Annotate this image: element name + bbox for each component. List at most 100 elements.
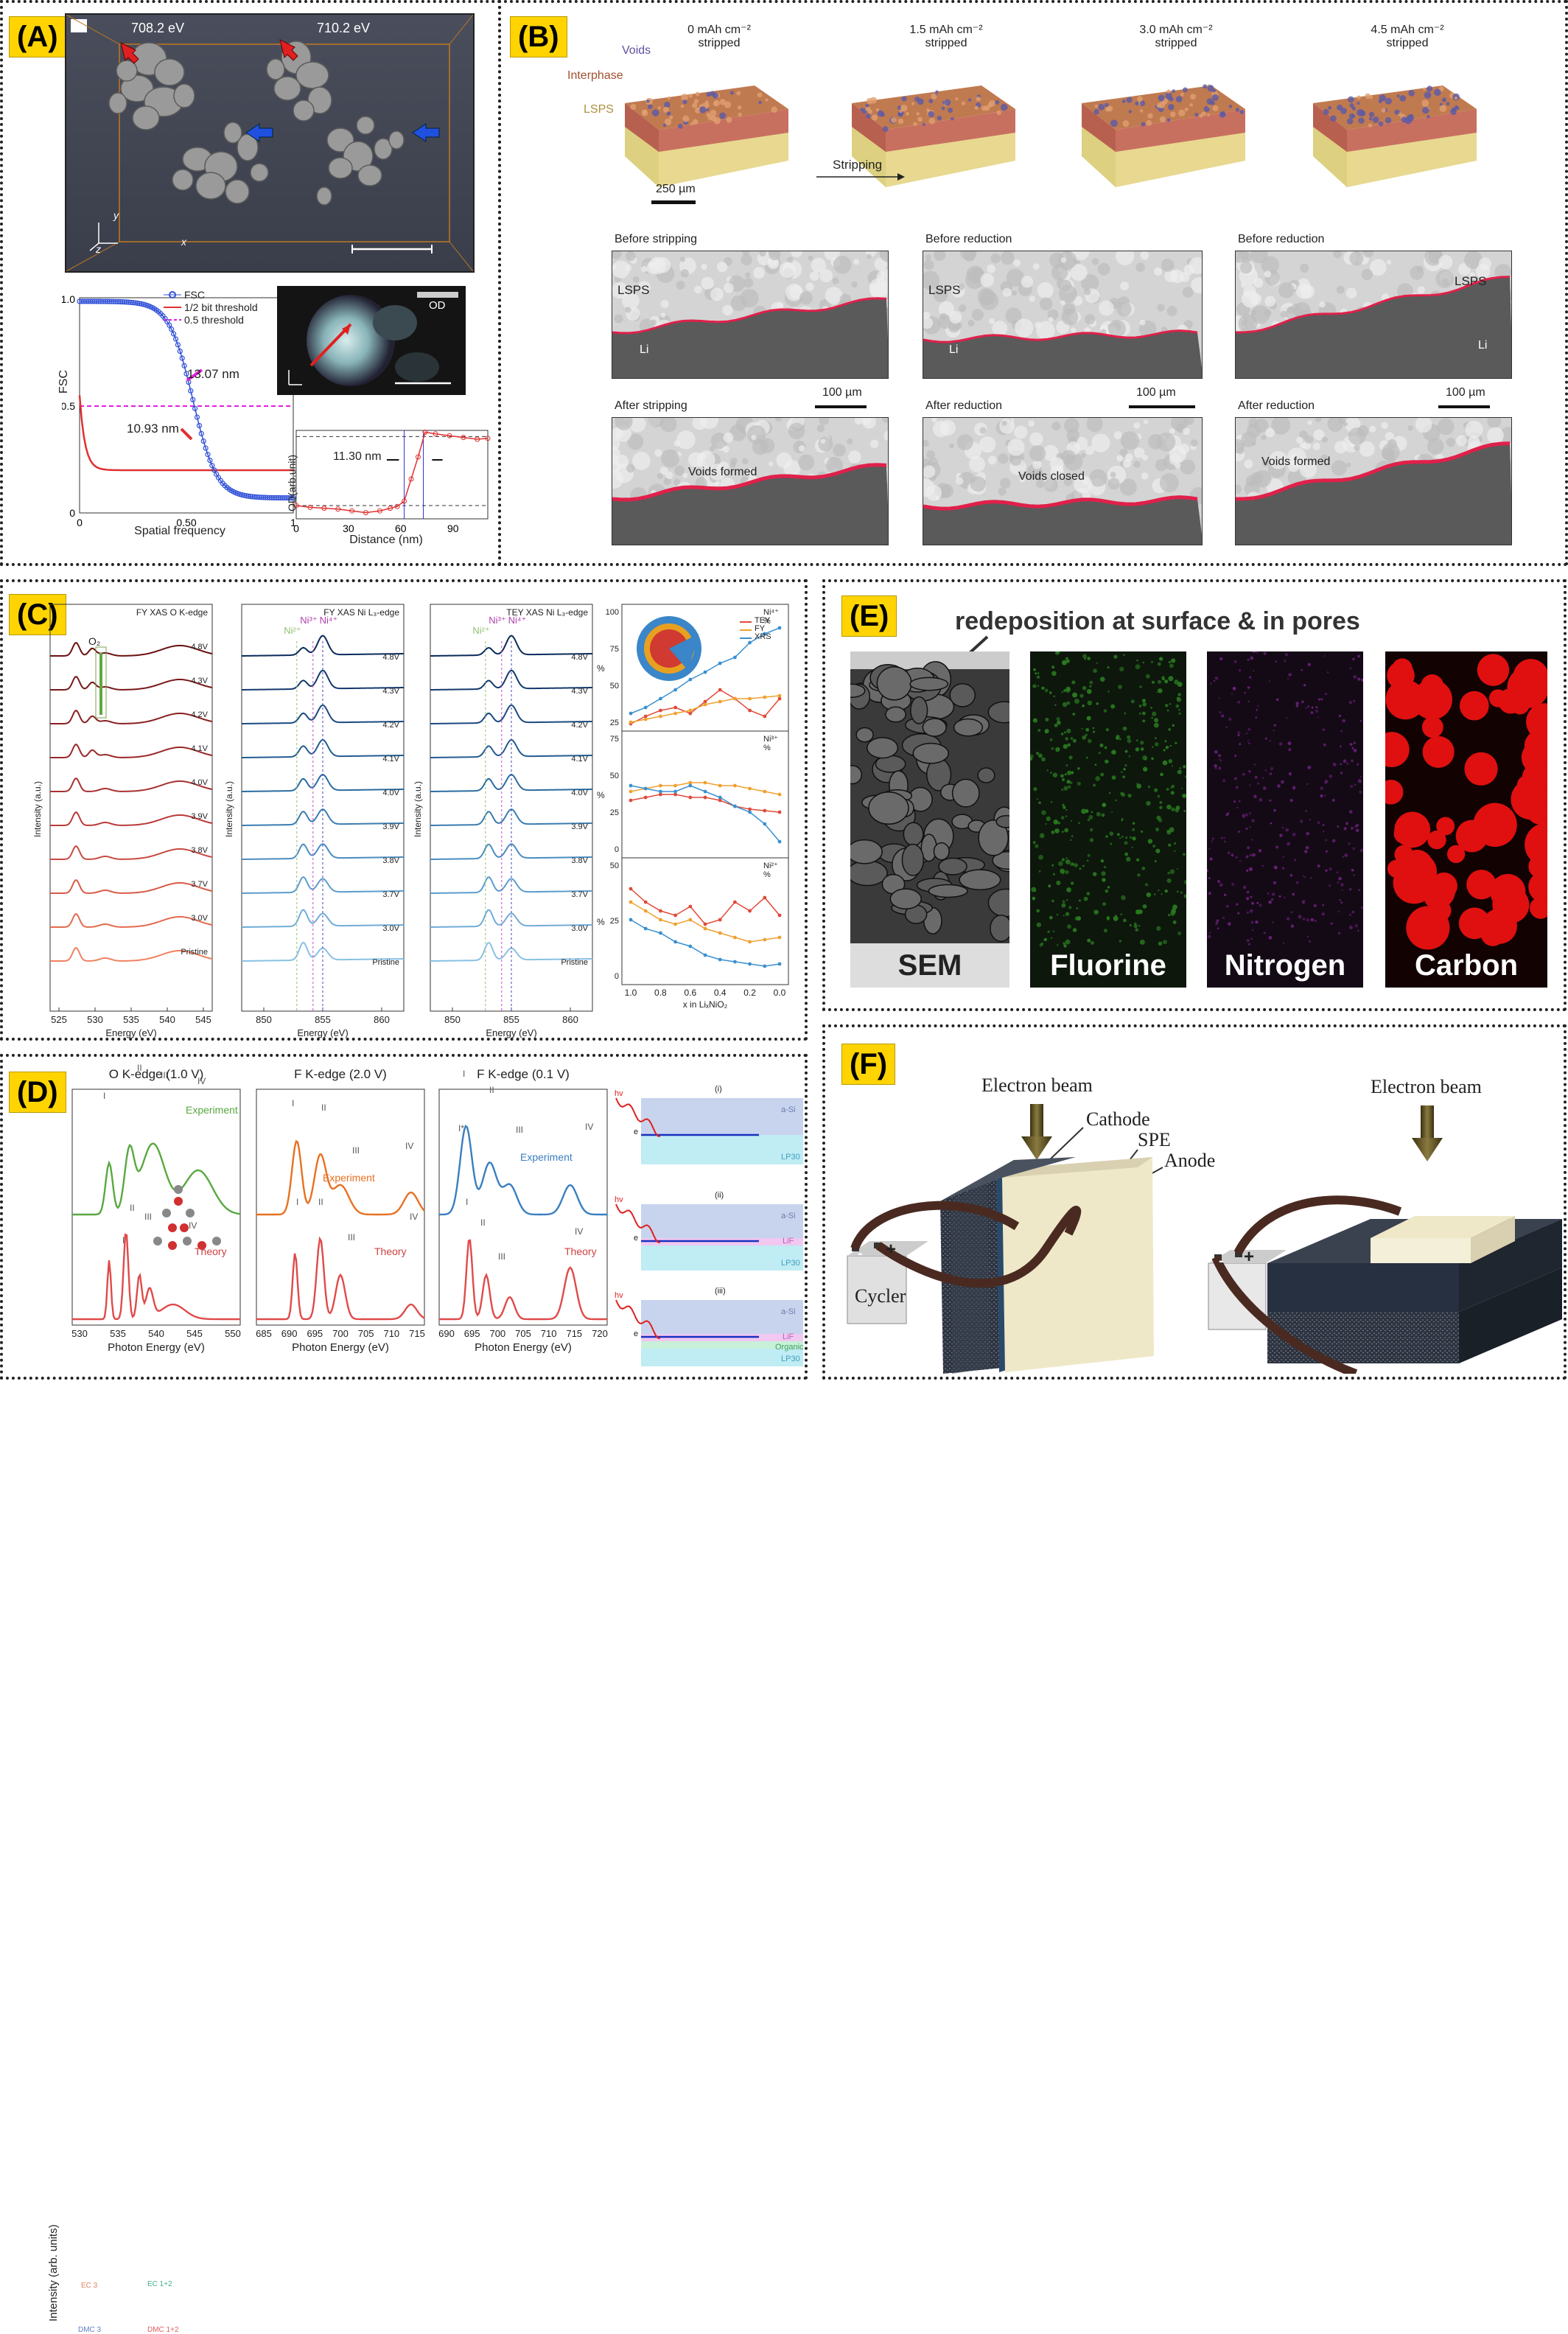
fluorine-signal: [1063, 806, 1066, 809]
particle-cloud: [66, 15, 473, 271]
xes-xtick: 710: [383, 1328, 400, 1339]
sem-grain: [1265, 427, 1275, 438]
block-surface-speck: [941, 106, 945, 111]
fluorine-signal: [1105, 835, 1109, 838]
lp30-label: LP30: [781, 1355, 800, 1363]
block-surface-speck: [1189, 103, 1193, 107]
nitrogen-signal: [1253, 651, 1256, 654]
sem-grain: [938, 301, 955, 318]
block-surface-speck: [1394, 109, 1400, 115]
sem-grain: [648, 256, 666, 275]
panel-c-label: (C): [9, 594, 66, 635]
sem-grain: [1242, 290, 1259, 308]
sem-grain: [659, 467, 668, 475]
stage-title-1: 1.5 mAh cm⁻²: [909, 24, 983, 36]
nitrogen-signal: [1306, 918, 1310, 922]
sem-grain: [1362, 251, 1374, 258]
sem-grain: [676, 281, 685, 290]
nitrogen-signal: [1340, 745, 1342, 747]
fluorine-signal: [1135, 928, 1139, 932]
fluorine-signal: [1137, 873, 1141, 877]
sem-grain: [990, 253, 1001, 264]
block-surface-speck: [719, 99, 727, 105]
molecule-atom: [168, 1223, 177, 1232]
fluorine-signal: [1136, 858, 1140, 862]
block-surface-speck: [928, 111, 935, 118]
fluorine-signal: [1089, 680, 1093, 685]
fluorine-signal: [1135, 747, 1140, 752]
nitrogen-signal: [1255, 716, 1258, 719]
nitrogen-signal: [1308, 940, 1312, 943]
label-lsps: LSPS: [584, 103, 614, 116]
sem-grain: [729, 424, 747, 441]
fluorine-signal: [1184, 775, 1186, 778]
xes-xtick: 705: [515, 1328, 531, 1339]
fluorine-signal: [1035, 844, 1039, 848]
sem-grain: [1039, 297, 1053, 311]
fsc-xtick: 0.50: [176, 517, 196, 528]
block-surface-speck: [688, 94, 693, 98]
block-surface-speck: [1228, 105, 1233, 108]
block-surface-speck: [976, 96, 981, 102]
sem-particle: [876, 666, 912, 701]
xes-xtick: 540: [148, 1328, 164, 1339]
fluorine-signal: [1082, 654, 1088, 659]
hv-wave: [615, 1097, 661, 1137]
sem-grain: [1081, 453, 1086, 458]
sem-grain: [958, 283, 965, 290]
nitrogen-signal: [1325, 839, 1328, 842]
nitrogen-signal: [1315, 706, 1318, 709]
fsc-ytick: 1.0: [62, 293, 75, 305]
sem-grain: [1116, 251, 1135, 265]
fluorine-signal: [1099, 743, 1104, 747]
fluorine-signal: [1066, 780, 1071, 784]
nitrogen-signal: [1325, 869, 1328, 872]
nitrogen-signal: [1331, 839, 1336, 843]
sem-particle: [855, 727, 874, 743]
sem-grain: [819, 418, 830, 425]
sem-map-label: SEM: [897, 949, 962, 982]
sem-grain: [1013, 259, 1021, 267]
fluorine-signal: [1142, 755, 1147, 761]
nitrogen-signal: [1253, 670, 1255, 672]
nitrogen-signal: [1261, 777, 1264, 780]
sem-grain: [1320, 454, 1329, 462]
fluorine-signal: [1165, 746, 1169, 750]
nitrogen-signal: [1343, 759, 1345, 761]
sem-grain: [992, 321, 1008, 337]
interphase-red-line: [923, 329, 1198, 343]
fluorine-signal: [1120, 792, 1124, 796]
block-surface-speck: [758, 100, 762, 105]
block-surface-speck: [897, 118, 904, 125]
sem-grain: [627, 433, 644, 450]
sem-grain: [722, 304, 733, 316]
nitrogen-signal: [1337, 881, 1340, 884]
xas-charts: [49, 604, 789, 1012]
sem-grain: [1084, 288, 1091, 296]
fluorine-signal: [1087, 853, 1091, 857]
xas-xtick: 850: [256, 1014, 272, 1025]
fluorine-signal: [1050, 800, 1053, 803]
fluorine-signal: [1070, 881, 1074, 885]
molecule-atom: [153, 1237, 162, 1245]
spe-label: SPE: [1138, 1129, 1171, 1150]
block-surface-speck: [1128, 110, 1133, 113]
fluorine-signal: [1139, 939, 1145, 945]
block-surface-speck: [1122, 120, 1130, 127]
fsc-point: [177, 348, 183, 354]
sem-grain: [1262, 459, 1270, 467]
energy-label-1: 708.2 eV: [131, 21, 185, 35]
nitrogen-signal: [1242, 814, 1245, 817]
xas-title-2: TEY XAS Ni L₃-edge: [506, 607, 588, 618]
sem-grain: [1081, 273, 1099, 292]
sem-grain: [1116, 301, 1132, 317]
od-colorbar-label: OD: [429, 299, 446, 312]
fluorine-signal: [1079, 867, 1082, 870]
sem-grain: [1119, 448, 1128, 458]
nitrogen-signal: [1263, 932, 1266, 934]
nitrogen-signal: [1324, 780, 1329, 783]
fluorine-signal: [1133, 923, 1138, 929]
block-surface-speck: [690, 122, 693, 126]
schematic-lp30-0: [641, 1135, 803, 1164]
sem-grain: [989, 318, 995, 324]
